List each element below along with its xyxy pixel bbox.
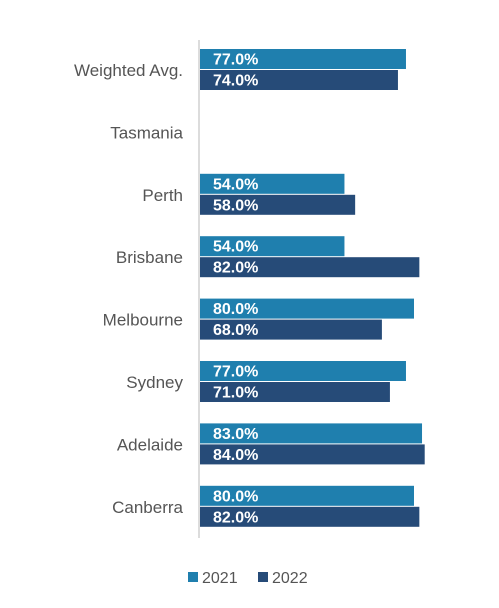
bar-2021	[200, 361, 406, 381]
bar-2022	[200, 506, 420, 527]
legend-label-2022: 2022	[272, 570, 308, 587]
bar-2022	[200, 382, 390, 402]
data-label-2022: 71.0%	[213, 385, 258, 402]
data-label-2021: 77.0%	[213, 52, 258, 69]
category-label: Weighted Avg.	[74, 61, 183, 80]
data-label-2021: 80.0%	[213, 301, 258, 318]
bar-2022	[200, 70, 398, 90]
category-label: Perth	[142, 186, 183, 205]
bar-2022	[200, 319, 382, 340]
bar-2022	[200, 257, 420, 278]
category-label: Tasmania	[110, 123, 183, 142]
legend-swatch-2021	[188, 572, 198, 582]
bars: 77.0% 74.0% 54.0% 58.0% 54.0% 82.0% 80.0% 68.0%…	[200, 49, 425, 527]
data-label-2021: 77.0%	[213, 364, 258, 381]
data-label-2021: 54.0%	[213, 176, 258, 193]
bar-2021	[200, 49, 406, 69]
category-label: Sydney	[126, 373, 183, 392]
data-label-2022: 58.0%	[213, 197, 258, 214]
bar-2021	[200, 423, 423, 444]
legend: 2021 2022	[188, 570, 308, 587]
data-label-2022: 74.0%	[213, 73, 258, 90]
legend-label-2021: 2021	[202, 570, 238, 587]
category-labels: Weighted Avg. Tasmania Perth Brisbane Melbou…	[74, 61, 184, 517]
bar-2021	[200, 485, 414, 506]
bar-2021	[200, 173, 345, 194]
data-label-2021: 54.0%	[213, 239, 258, 256]
legend-swatch-2022	[258, 572, 268, 582]
data-label-2021: 83.0%	[213, 426, 258, 443]
data-label-2022: 82.0%	[213, 260, 258, 277]
bar-2022	[200, 194, 356, 215]
data-label-2022: 82.0%	[213, 509, 258, 526]
category-label: Brisbane	[116, 248, 183, 267]
data-label-2022: 68.0%	[213, 322, 258, 339]
bar-2021	[200, 236, 345, 257]
bar-2021	[200, 298, 414, 319]
data-label-2022: 84.0%	[213, 447, 258, 464]
bar-2022	[200, 444, 425, 465]
category-label: Canberra	[112, 498, 183, 517]
category-label: Adelaide	[117, 435, 183, 454]
category-label: Melbourne	[103, 311, 183, 330]
data-label-2021: 80.0%	[213, 488, 258, 505]
